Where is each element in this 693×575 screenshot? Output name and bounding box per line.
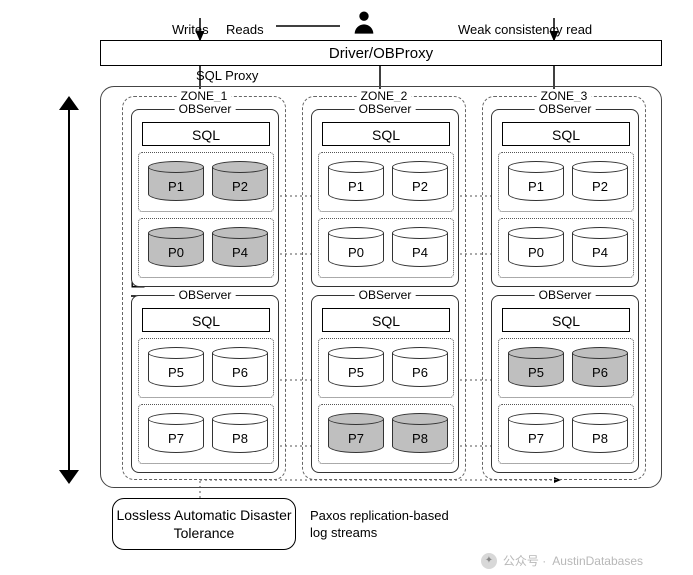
observer-title: OBServer [355, 288, 416, 302]
partition-label: P8 [592, 431, 608, 446]
sql-box: SQL [502, 122, 630, 146]
partition-cylinder: P8 [391, 413, 449, 457]
observer-box: OBServerSQLP1P2P0P4 [491, 109, 639, 287]
sql-box: SQL [142, 308, 270, 332]
observer-title: OBServer [175, 288, 236, 302]
partition-label: P0 [348, 245, 364, 260]
partition-cylinder: P5 [147, 347, 205, 391]
partition-label: P0 [168, 245, 184, 260]
partition-cylinder: P7 [147, 413, 205, 457]
partition-cylinder: P6 [211, 347, 269, 391]
partition-cylinder: P6 [391, 347, 449, 391]
zone-2: ZONE_2OBServerSQLP1P2P0P4OBServerSQLP5P6… [302, 96, 466, 480]
partition-label: P0 [528, 245, 544, 260]
partition-cylinder: P7 [507, 413, 565, 457]
user-icon [350, 8, 378, 41]
partition-label: P5 [348, 365, 364, 380]
horizontal-expansion-arrow: Horizontal Expansion [48, 96, 90, 484]
partition-cylinder: P2 [571, 161, 629, 205]
zone-title: ZONE_1 [177, 89, 232, 103]
observer-box: OBServerSQLP5P6P7P8 [131, 295, 279, 473]
partition-label: P6 [232, 365, 248, 380]
partition-group: P5 P6 [498, 338, 634, 398]
partition-label: P8 [412, 431, 428, 446]
partition-label: P8 [232, 431, 248, 446]
sql-box: SQL [502, 308, 630, 332]
observer-box: OBServerSQLP1P2P0P4 [131, 109, 279, 287]
partition-group: P0 P4 [498, 218, 634, 278]
lossless-disaster-tolerance-box: Lossless Automatic Disaster Tolerance [112, 498, 296, 550]
partition-cylinder: P4 [211, 227, 269, 271]
wechat-icon: ✦ [481, 553, 497, 569]
partition-label: P7 [348, 431, 364, 446]
partition-label: P4 [412, 245, 428, 260]
observer-title: OBServer [535, 288, 596, 302]
sql-box: SQL [322, 308, 450, 332]
partition-label: P2 [412, 179, 428, 194]
observer-title: OBServer [175, 102, 236, 116]
sql-box: SQL [142, 122, 270, 146]
partition-group: P7 P8 [318, 404, 454, 464]
partition-cylinder: P2 [211, 161, 269, 205]
partition-label: P5 [528, 365, 544, 380]
partition-label: P4 [592, 245, 608, 260]
partition-cylinder: P4 [571, 227, 629, 271]
partition-group: P7 P8 [498, 404, 634, 464]
driver-obproxy-box: Driver/OBProxy [100, 40, 662, 66]
partition-cylinder: P6 [571, 347, 629, 391]
sql-box: SQL [322, 122, 450, 146]
partition-group: P5 P6 [318, 338, 454, 398]
observer-title: OBServer [535, 102, 596, 116]
partition-cylinder: P8 [571, 413, 629, 457]
partition-group: P0 P4 [318, 218, 454, 278]
reads-label: Reads [226, 22, 264, 37]
zone-title: ZONE_2 [357, 89, 412, 103]
watermark: ✦ 公众号 · AustinDatabases [481, 552, 643, 569]
partition-label: P7 [168, 431, 184, 446]
partition-group: P1 P2 [498, 152, 634, 212]
partition-cylinder: P0 [147, 227, 205, 271]
partition-cylinder: P5 [327, 347, 385, 391]
writes-label: Writes [172, 22, 209, 37]
paxos-label: Paxos replication-based log streams [310, 508, 449, 542]
partition-cylinder: P2 [391, 161, 449, 205]
partition-label: P2 [232, 179, 248, 194]
weak-consistency-label: Weak consistency read [458, 22, 592, 37]
sql-proxy-label: SQL Proxy [196, 68, 258, 83]
partition-label: P1 [348, 179, 364, 194]
partition-group: P1 P2 [318, 152, 454, 212]
partition-label: P1 [528, 179, 544, 194]
partition-group: P5 P6 [138, 338, 274, 398]
zone-title: ZONE_3 [537, 89, 592, 103]
partition-cylinder: P0 [507, 227, 565, 271]
partition-group: P0 P4 [138, 218, 274, 278]
partition-label: P6 [592, 365, 608, 380]
observer-title: OBServer [355, 102, 416, 116]
zone-3: ZONE_3OBServerSQLP1P2P0P4OBServerSQLP5P6… [482, 96, 646, 480]
partition-label: P1 [168, 179, 184, 194]
observer-box: OBServerSQLP5P6P7P8 [311, 295, 459, 473]
partition-label: P4 [232, 245, 248, 260]
partition-label: P6 [412, 365, 428, 380]
partition-cylinder: P8 [211, 413, 269, 457]
partition-label: P2 [592, 179, 608, 194]
partition-cylinder: P7 [327, 413, 385, 457]
partition-label: P5 [168, 365, 184, 380]
partition-cylinder: P1 [147, 161, 205, 205]
partition-cylinder: P5 [507, 347, 565, 391]
partition-group: P1 P2 [138, 152, 274, 212]
observer-box: OBServerSQLP5P6P7P8 [491, 295, 639, 473]
partition-cylinder: P4 [391, 227, 449, 271]
partition-cylinder: P0 [327, 227, 385, 271]
partition-label: P7 [528, 431, 544, 446]
partition-cylinder: P1 [507, 161, 565, 205]
partition-group: P7 P8 [138, 404, 274, 464]
observer-box: OBServerSQLP1P2P0P4 [311, 109, 459, 287]
partition-cylinder: P1 [327, 161, 385, 205]
zone-1: ZONE_1OBServerSQLP1P2P0P4OBServerSQLP5P6… [122, 96, 286, 480]
